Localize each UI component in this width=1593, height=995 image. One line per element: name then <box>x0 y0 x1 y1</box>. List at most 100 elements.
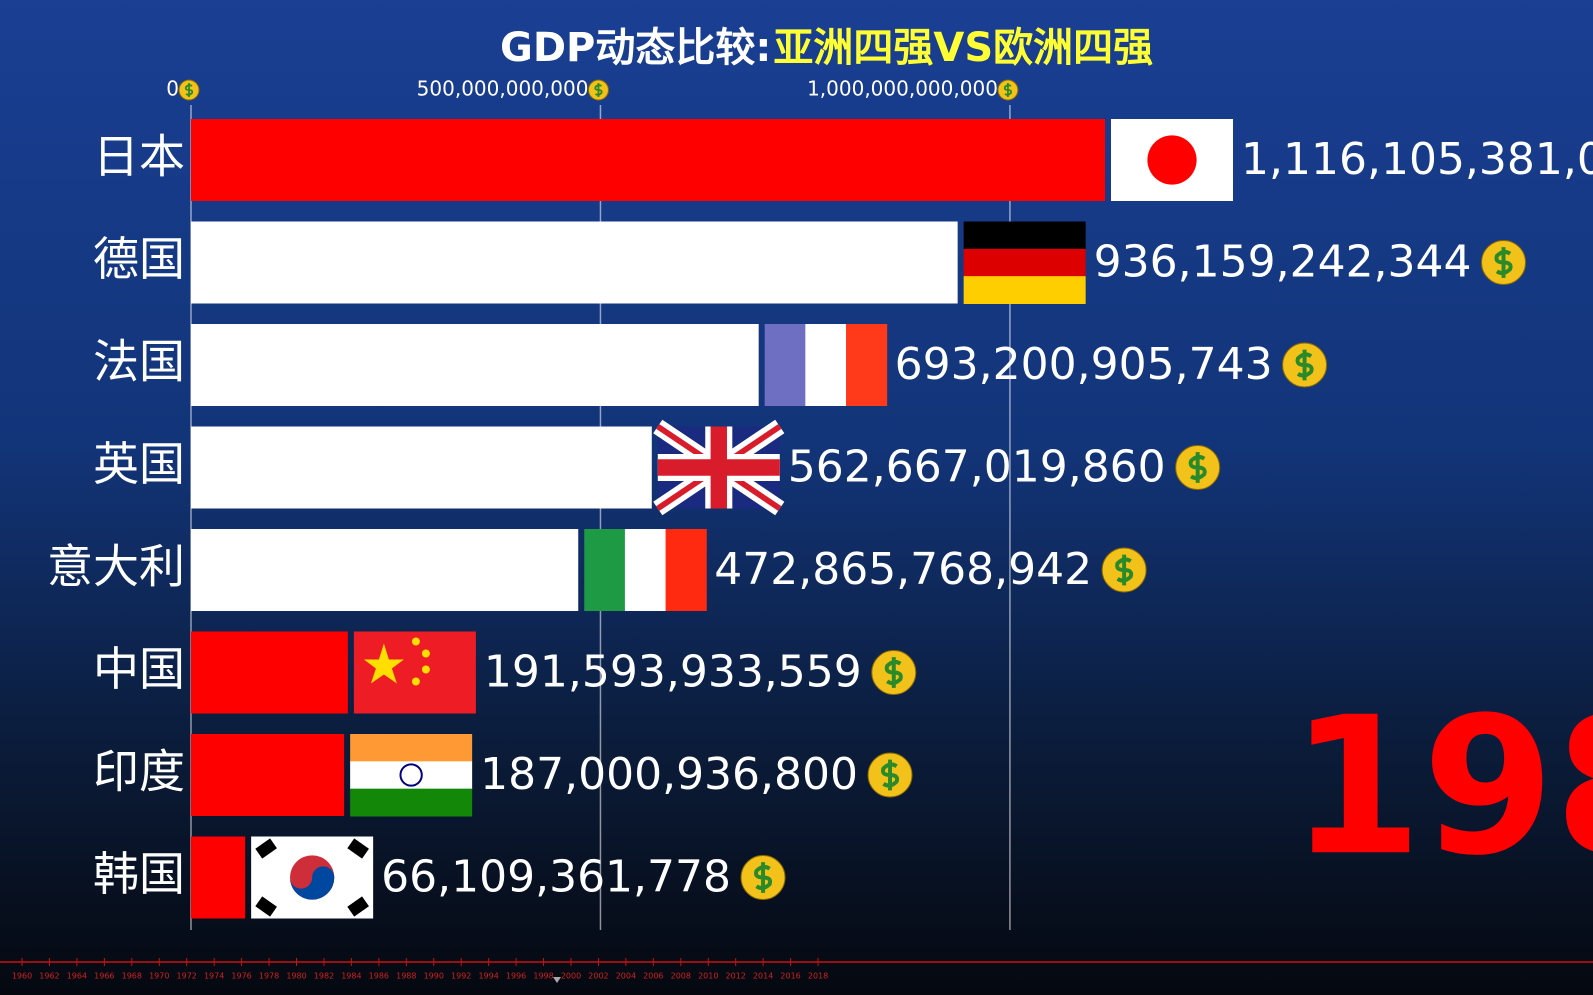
flag-icon <box>584 529 707 611</box>
bar <box>191 221 958 304</box>
timeline-label: 2018 <box>808 972 828 981</box>
value-label: 936,159,242,344 <box>1094 237 1472 288</box>
y-tick-label: 日本 <box>93 130 185 184</box>
flag <box>657 426 780 509</box>
value-label: 191,593,933,559 <box>484 647 862 698</box>
flag-icon <box>1111 119 1234 201</box>
flag <box>255 896 277 917</box>
timeline-label: 1984 <box>341 972 361 981</box>
flag <box>665 529 707 611</box>
flag-icon <box>251 836 374 919</box>
flag <box>624 529 667 611</box>
timeline-label: 1980 <box>286 972 306 981</box>
timeline-label: 2012 <box>726 972 746 981</box>
money-icon-mark <box>594 83 603 97</box>
y-tick-label: 法国 <box>93 335 185 389</box>
timeline-label: 1970 <box>149 972 169 981</box>
y-tick-label: 印度 <box>93 745 185 799</box>
flag-icon <box>764 324 888 406</box>
timeline-label: 1974 <box>204 972 224 981</box>
timeline-label: 1978 <box>259 972 279 981</box>
flag <box>347 838 369 859</box>
value-label: 562,667,019,860 <box>788 442 1166 493</box>
x-tick-label: 0 <box>166 77 179 101</box>
timeline-label: 1992 <box>451 972 471 981</box>
bar <box>191 734 345 816</box>
flag <box>363 643 404 684</box>
timeline-label: 1990 <box>424 972 444 981</box>
timeline-label: 1982 <box>314 972 334 981</box>
timeline-label: 1996 <box>506 972 526 981</box>
money-icon-mark <box>1494 247 1513 278</box>
money-icon-mark <box>1188 452 1207 483</box>
flag-icon <box>350 734 473 817</box>
timeline-marker <box>553 977 561 983</box>
timeline-label: 2002 <box>588 972 608 981</box>
money-icon-mark <box>1295 349 1314 381</box>
timeline-label: 1972 <box>177 972 197 981</box>
flag <box>584 529 626 611</box>
value-label: 472,865,768,942 <box>714 544 1092 595</box>
flag <box>963 221 1086 250</box>
money-icon-mark <box>1115 554 1134 586</box>
flag-icon <box>353 631 476 714</box>
bar <box>191 426 652 509</box>
timeline-label: 1966 <box>94 972 114 981</box>
flag <box>963 276 1086 304</box>
timeline-label: 2000 <box>561 972 581 981</box>
flag <box>289 866 335 900</box>
flag <box>421 649 430 658</box>
bar <box>191 631 348 714</box>
timeline-label: 1960 <box>12 972 32 981</box>
flag <box>411 637 420 646</box>
chart-title: GDP动态比较: <box>500 25 771 71</box>
year-label: 198 <box>1290 676 1593 897</box>
value-label: 187,000,936,800 <box>480 749 858 800</box>
timeline-label: 1986 <box>369 972 389 981</box>
timeline-label: 2008 <box>671 972 691 981</box>
flag <box>350 734 473 762</box>
money-icon-mark <box>881 759 900 791</box>
flag <box>846 324 888 406</box>
value-label: 693,200,905,743 <box>895 339 1273 390</box>
timeline-label: 2004 <box>616 972 636 981</box>
timeline-label: 1964 <box>67 972 87 981</box>
flag <box>255 838 277 859</box>
y-tick-label: 韩国 <box>93 847 185 901</box>
flag <box>350 761 473 790</box>
x-tick-label: 1,000,000,000,000 <box>807 77 998 101</box>
flag <box>764 324 806 406</box>
timeline-label: 1988 <box>396 972 416 981</box>
timeline-label: 1994 <box>478 972 498 981</box>
flag <box>350 788 473 817</box>
flag <box>421 665 430 674</box>
timeline-label: 2014 <box>753 972 773 981</box>
timeline-label: 1962 <box>39 972 59 981</box>
bar <box>191 119 1106 201</box>
flag-icon <box>963 221 1086 304</box>
timeline-label: 2016 <box>780 972 800 981</box>
timeline-label: 2006 <box>643 972 663 981</box>
flag <box>963 248 1086 277</box>
chart-subtitle: 亚洲四强VS欧洲四强 <box>773 25 1153 71</box>
y-tick-label: 意大利 <box>47 540 185 594</box>
bar <box>191 836 246 919</box>
bar <box>191 529 579 611</box>
value-label: 1,116,105,381,0 <box>1241 134 1593 185</box>
x-tick-label: 500,000,000,000 <box>417 77 589 101</box>
y-tick-label: 英国 <box>93 437 185 491</box>
value-label: 66,109,361,778 <box>381 852 731 903</box>
y-tick-label: 中国 <box>93 642 185 696</box>
flag <box>805 324 847 406</box>
money-icon-mark <box>754 862 773 893</box>
money-icon-mark <box>884 657 903 688</box>
money-icon-mark <box>184 83 194 97</box>
flag <box>399 763 423 787</box>
timeline-label: 1968 <box>122 972 142 981</box>
timeline-label: 2010 <box>698 972 718 981</box>
bar <box>191 324 759 406</box>
timeline-label: 1998 <box>533 972 553 981</box>
flag <box>347 896 369 917</box>
flag <box>1147 135 1197 185</box>
